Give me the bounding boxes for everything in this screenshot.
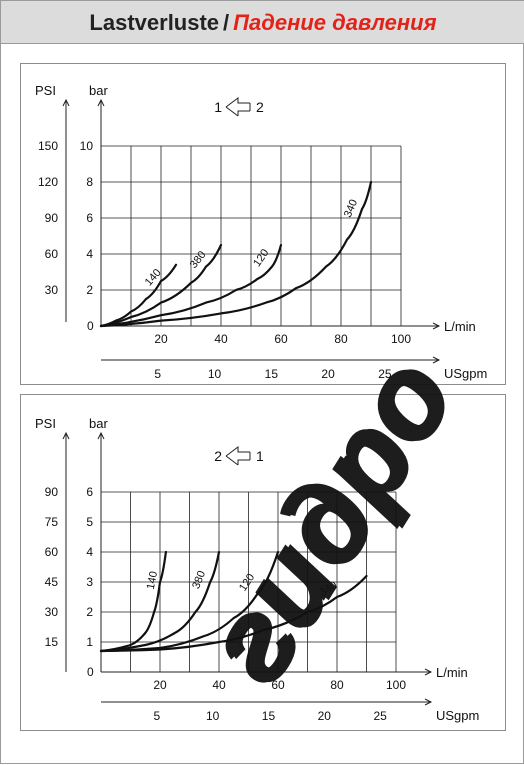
series-label-120: 120: [251, 247, 271, 269]
y-tick-bar: 8: [86, 175, 93, 189]
y-axis-bar-label: bar: [89, 83, 108, 98]
title-separator: /: [223, 10, 230, 35]
series-line-380: [99, 243, 223, 328]
flow-to-label: 1: [256, 448, 264, 464]
y-tick-psi: 60: [45, 545, 59, 559]
x-tick-lmin: 40: [214, 332, 228, 346]
x-tick-usgpm: 5: [153, 709, 160, 723]
x-tick-usgpm: 15: [262, 709, 276, 723]
y-tick-psi: 75: [45, 515, 59, 529]
flow-from-label: 2: [214, 448, 222, 464]
y-axis-bar-label: bar: [89, 416, 108, 431]
y-tick-bar: 6: [86, 211, 93, 225]
y-tick-psi: 90: [45, 211, 59, 225]
flow-direction-arrow-icon: [225, 97, 251, 117]
y-tick-bar: 2: [86, 283, 93, 297]
title-german: Lastverluste: [89, 10, 220, 35]
y-tick-bar: 2: [86, 605, 93, 619]
y-axis-bar-arrow: [97, 98, 105, 107]
series-line-140: [99, 263, 178, 328]
x-tick-usgpm: 25: [373, 709, 387, 723]
y-tick-psi: 15: [45, 635, 59, 649]
x-axis-usgpm-label: USgpm: [436, 708, 479, 723]
x-tick-usgpm: 10: [208, 367, 222, 381]
y-tick-bar: 1: [86, 635, 93, 649]
series-label-140: 140: [145, 570, 160, 590]
x-tick-usgpm: 10: [206, 709, 220, 723]
series-label-380: 380: [190, 569, 208, 590]
page-header: Lastverluste / Падение давления: [1, 1, 524, 44]
x-tick-lmin: 80: [334, 332, 348, 346]
x-axis-lmin-label: L/min: [444, 319, 476, 334]
x-tick-usgpm: 5: [154, 367, 161, 381]
x-tick-lmin: 80: [330, 678, 344, 692]
x-tick-lmin: 60: [271, 678, 285, 692]
y-axis-psi-label: PSI: [35, 416, 56, 431]
y-tick-psi: 45: [45, 575, 59, 589]
x-tick-usgpm: 25: [378, 367, 392, 381]
flow-to-label: 2: [256, 99, 264, 115]
y-tick-bar: 10: [80, 139, 94, 153]
y-tick-bar: 3: [86, 575, 93, 589]
series-line-380: [99, 550, 221, 653]
x-tick-lmin: 40: [212, 678, 226, 692]
title-russian: Падение давления: [233, 10, 437, 35]
x-axis-lmin-label: L/min: [436, 665, 468, 680]
y-axis-psi-arrow: [62, 98, 70, 107]
chart-panel-2: PSI bar L/min USgpm 0 1 2 3 4 5 6 15 30 45 60 75 90 20 40 6…: [20, 394, 506, 731]
x-tick-lmin: 100: [391, 332, 411, 346]
y-tick-psi: 150: [38, 139, 58, 153]
x-tick-lmin: 20: [154, 332, 168, 346]
x-axis-lmin-arrow: [424, 668, 433, 676]
x-tick-usgpm: 20: [321, 367, 335, 381]
chart-panel-1: PSI bar L/min USgpm 0 2 4 6 8 10 30 60 90 120 150 20 40 6…: [20, 63, 506, 385]
y-tick-bar: 6: [86, 485, 93, 499]
flow-from-label: 1: [214, 99, 222, 115]
y-tick-bar: 4: [86, 247, 93, 261]
y-tick-psi: 90: [45, 485, 59, 499]
x-tick-lmin: 100: [386, 678, 406, 692]
x-tick-lmin: 60: [274, 332, 288, 346]
origin-label: 0: [87, 665, 94, 679]
x-axis-usgpm-arrow: [424, 698, 433, 706]
series-line-340: [99, 180, 373, 328]
x-tick-usgpm: 20: [318, 709, 332, 723]
series-label-120: 120: [237, 572, 257, 594]
y-axis-bar-arrow: [97, 431, 105, 440]
y-axis-psi-label: PSI: [35, 83, 56, 98]
x-axis-usgpm-label: USgpm: [444, 366, 487, 381]
y-axis-psi-arrow: [62, 431, 70, 440]
series-line-120: [99, 550, 280, 653]
flow-direction-arrow-icon: [225, 446, 251, 466]
x-tick-usgpm: 15: [265, 367, 279, 381]
x-tick-lmin: 20: [153, 678, 167, 692]
y-tick-psi: 60: [45, 247, 59, 261]
y-tick-bar: 4: [86, 545, 93, 559]
x-axis-usgpm-arrow: [432, 356, 441, 364]
y-tick-psi: 30: [45, 283, 59, 297]
y-tick-psi: 30: [45, 605, 59, 619]
series-line-140: [99, 550, 167, 653]
series-line-340: [99, 574, 368, 653]
series-line-120: [99, 243, 283, 328]
series-label-340: 340: [342, 198, 360, 220]
y-tick-psi: 120: [38, 175, 58, 189]
origin-label: 0: [87, 319, 94, 333]
y-tick-bar: 5: [86, 515, 93, 529]
x-axis-lmin-arrow: [432, 322, 441, 330]
